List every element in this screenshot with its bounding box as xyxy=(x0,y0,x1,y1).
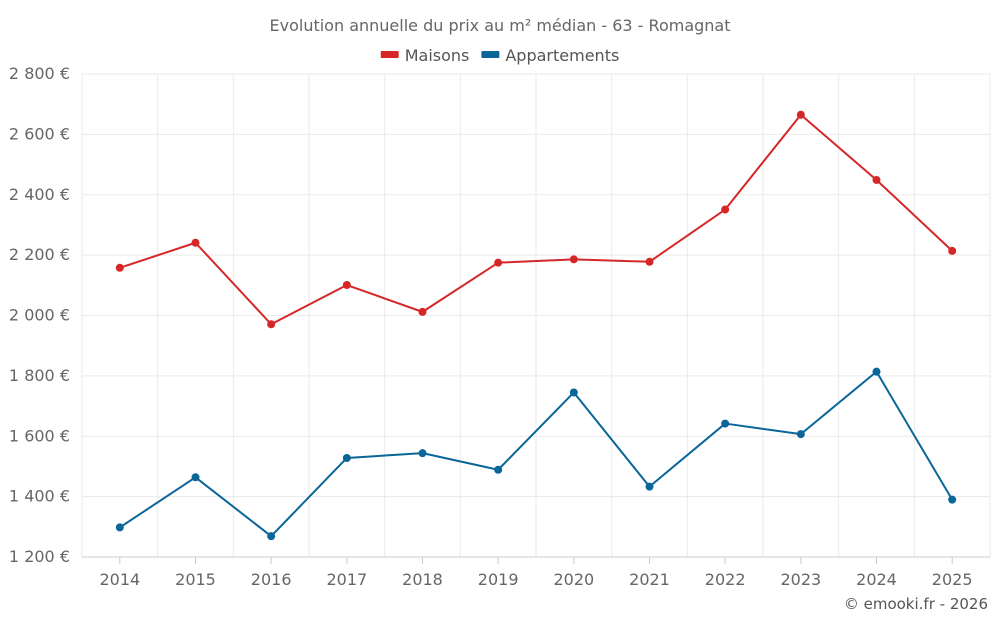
x-tick-label: 2023 xyxy=(780,570,821,589)
data-point[interactable] xyxy=(191,238,200,247)
data-point[interactable] xyxy=(342,281,351,290)
data-point[interactable] xyxy=(872,367,881,376)
y-tick-label: 1 400 € xyxy=(9,487,70,506)
x-tick-label: 2015 xyxy=(175,570,216,589)
data-point[interactable] xyxy=(494,258,503,267)
data-point[interactable] xyxy=(948,246,957,255)
chart-title: Evolution annuelle du prix au m² médian … xyxy=(270,16,731,35)
data-point[interactable] xyxy=(418,307,427,316)
series-appartements xyxy=(115,367,957,541)
data-point[interactable] xyxy=(721,419,730,428)
data-point[interactable] xyxy=(872,175,881,184)
data-point[interactable] xyxy=(796,110,805,119)
gridlines xyxy=(81,73,991,557)
y-tick-label: 1 800 € xyxy=(9,366,70,385)
data-point[interactable] xyxy=(342,453,351,462)
x-tick-label: 2018 xyxy=(402,570,443,589)
y-tick-label: 2 200 € xyxy=(9,245,70,264)
data-point[interactable] xyxy=(645,482,654,491)
y-tick-label: 2 400 € xyxy=(9,185,70,204)
series-maisons xyxy=(115,110,957,329)
data-point[interactable] xyxy=(191,473,200,482)
legend-label: Appartements xyxy=(505,46,619,65)
legend-label: Maisons xyxy=(405,46,470,65)
data-point[interactable] xyxy=(267,320,276,329)
y-tick-label: 2 800 € xyxy=(9,64,70,83)
data-point[interactable] xyxy=(569,255,578,264)
legend-item-maisons[interactable]: Maisons xyxy=(380,46,470,65)
data-point[interactable] xyxy=(948,495,957,504)
x-tick-label: 2025 xyxy=(932,570,973,589)
series-line xyxy=(119,370,954,538)
x-tick-label: 2024 xyxy=(856,570,897,589)
data-point[interactable] xyxy=(418,449,427,458)
credit-text: © emooki.fr - 2026 xyxy=(844,595,988,613)
series-layer xyxy=(115,110,957,541)
x-tick-label: 2021 xyxy=(629,570,670,589)
data-point[interactable] xyxy=(267,532,276,541)
y-tick-label: 2 000 € xyxy=(9,306,70,325)
series-line xyxy=(119,113,953,326)
legend-item-appartements[interactable]: Appartements xyxy=(481,46,619,65)
y-axis: 1 200 € 1 400 € 1 600 € 1 800 € 2 000 € 2 200… xyxy=(9,64,70,566)
legend-swatch xyxy=(380,51,399,58)
x-tick-label: 2019 xyxy=(478,570,519,589)
data-point[interactable] xyxy=(721,205,730,214)
x-tick-label: 2017 xyxy=(326,570,367,589)
data-point[interactable] xyxy=(115,263,124,272)
x-tick-label: 2022 xyxy=(705,570,746,589)
x-tick-label: 2020 xyxy=(553,570,594,589)
data-point[interactable] xyxy=(115,523,124,532)
data-point[interactable] xyxy=(569,388,578,397)
x-axis: 2014 2015 2016 2017 2018 2019 2020 2021 2022 2023… xyxy=(82,556,990,589)
x-tick-label: 2014 xyxy=(99,570,140,589)
data-point[interactable] xyxy=(494,465,503,474)
x-tick-label: 2016 xyxy=(251,570,292,589)
y-tick-label: 1 200 € xyxy=(9,547,70,566)
data-point[interactable] xyxy=(796,430,805,439)
y-tick-label: 1 600 € xyxy=(9,426,70,445)
data-point[interactable] xyxy=(645,257,654,266)
legend-swatch xyxy=(481,51,500,58)
legend: Maisons Appartements xyxy=(380,46,619,65)
y-tick-label: 2 600 € xyxy=(9,124,70,143)
